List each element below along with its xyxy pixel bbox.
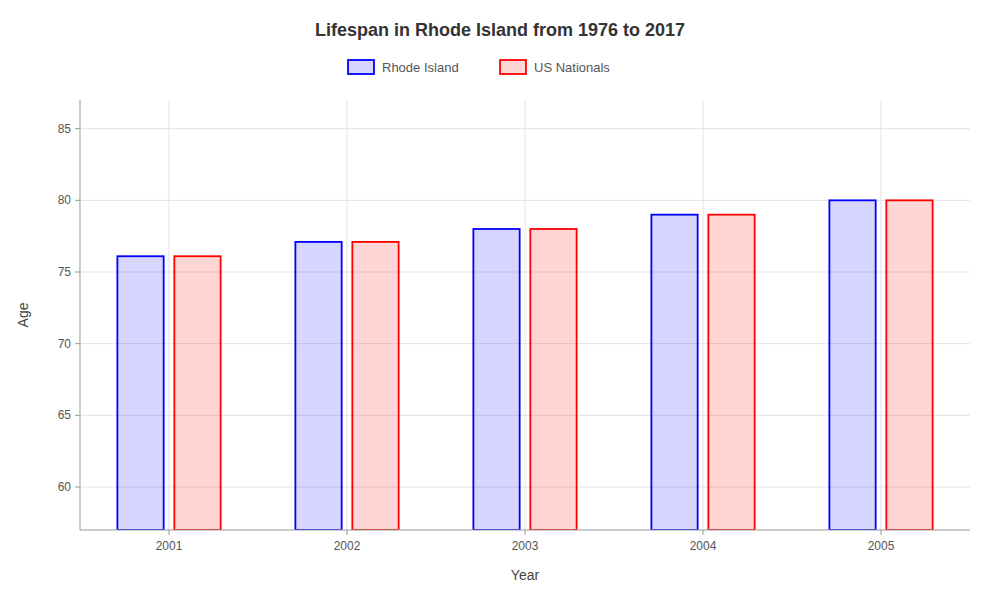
bar (886, 200, 932, 530)
x-grid-line (169, 100, 170, 530)
y-tick (75, 200, 80, 201)
grid (80, 100, 970, 530)
bar (352, 242, 398, 530)
legend-swatch (348, 60, 374, 74)
bar (473, 229, 519, 530)
y-tick-label: 65 (58, 408, 72, 422)
legend-label: Rhode Island (382, 60, 459, 75)
x-tick-label: 2002 (334, 539, 361, 553)
x-tick (169, 530, 170, 535)
x-grid-line (703, 100, 704, 530)
y-tick-label: 80 (58, 193, 72, 207)
y-tick-label: 70 (58, 337, 72, 351)
x-tick (703, 530, 704, 535)
bar (651, 215, 697, 530)
x-tick (881, 530, 882, 535)
bar (117, 256, 163, 530)
x-tick-label: 2003 (512, 539, 539, 553)
y-tick-label: 85 (58, 122, 72, 136)
x-grid-line (347, 100, 348, 530)
legend-swatch (500, 60, 526, 74)
legend-label: US Nationals (534, 60, 610, 75)
axes: 60 65 70 75 80 85 2001 2002 2003 2004 2005 (58, 100, 970, 553)
x-grid-line (525, 100, 526, 530)
x-tick (347, 530, 348, 535)
bar (295, 242, 341, 530)
legend: Rhode Island US Nationals (348, 60, 610, 75)
x-tick (525, 530, 526, 535)
x-axis-label: Year (511, 567, 540, 583)
y-tick-label: 60 (58, 480, 72, 494)
bar (530, 229, 576, 530)
y-tick (75, 128, 80, 129)
y-tick (75, 415, 80, 416)
chart-svg: 60 65 70 75 80 85 2001 2002 2003 2004 2005 Year Age L… (0, 0, 1000, 600)
y-tick (75, 343, 80, 344)
chart-container: 60 65 70 75 80 85 2001 2002 2003 2004 2005 Year Age L… (0, 0, 1000, 600)
y-axis-label: Age (15, 302, 31, 327)
bar (174, 256, 220, 530)
bar (829, 200, 875, 530)
y-tick (75, 487, 80, 488)
x-grid-line (881, 100, 882, 530)
y-tick-label: 75 (58, 265, 72, 279)
x-tick-label: 2001 (156, 539, 183, 553)
x-tick-label: 2005 (868, 539, 895, 553)
bars (117, 200, 932, 530)
y-tick (75, 272, 80, 273)
bar (708, 215, 754, 530)
x-tick-label: 2004 (690, 539, 717, 553)
chart-title: Lifespan in Rhode Island from 1976 to 20… (315, 20, 685, 40)
y-axis-line (80, 100, 81, 530)
